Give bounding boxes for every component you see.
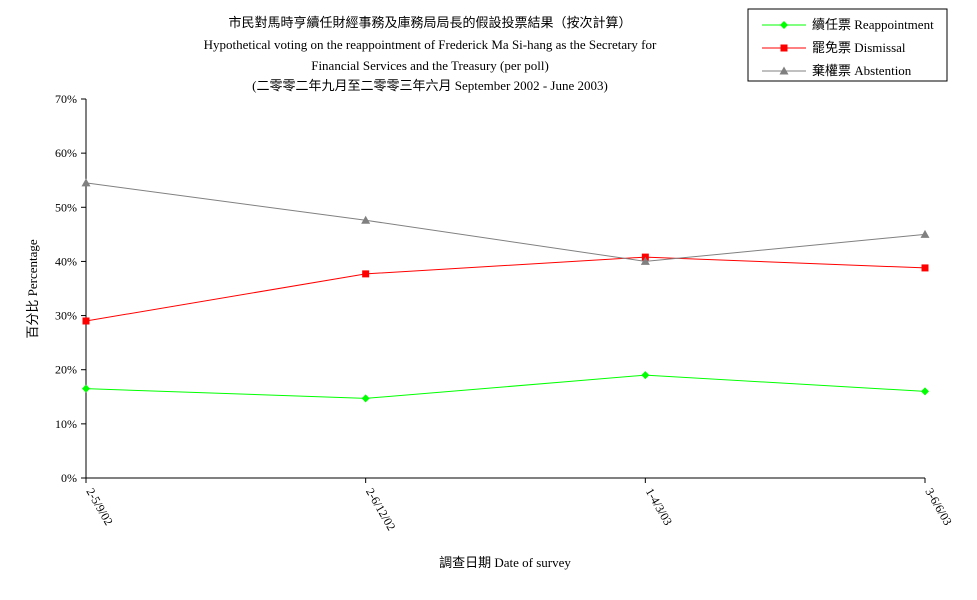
y-axis-ticks: 0% 10% 20% 30% 40% 50% 60% 70% — [55, 92, 86, 485]
data-point — [361, 394, 370, 403]
x-axis-label: 調查日期 Date of survey — [439, 555, 571, 570]
x-axis-ticks: 2-5/9/02 2-6/12/02 1-4/3/03 3-6/6/03 — [83, 478, 955, 533]
title-line-2: Hypothetical voting on the reappointment… — [204, 37, 657, 52]
data-point — [81, 178, 91, 187]
x-tick-label: 3-6/6/03 — [922, 486, 954, 528]
legend-label: 續任票 Reappointment — [812, 17, 934, 32]
title-line-1: 市民對馬時亨續任財經事務及庫務局局長的假設投票結果（按次計算） — [228, 15, 631, 30]
title-line-3: Financial Services and the Treasury (per… — [311, 58, 549, 73]
legend: 續任票 Reappointment 罷免票 Dismissal 棄權票 Absten… — [747, 8, 948, 82]
legend-label: 罷免票 Dismissal — [812, 40, 906, 55]
y-tick-label: 50% — [55, 200, 77, 214]
series-triangle — [81, 178, 930, 265]
legend-marker — [779, 66, 789, 75]
y-tick-label: 40% — [55, 254, 77, 268]
legend-marker — [780, 44, 788, 52]
data-point — [921, 387, 929, 396]
x-tick-label: 2-6/12/02 — [363, 486, 398, 533]
chart-title: 市民對馬時亨續任財經事務及庫務局局長的假設投票結果（按次計算） Hypothet… — [204, 15, 657, 93]
legend-item: 續任票 Reappointment — [762, 17, 934, 32]
series-line — [85, 374, 926, 399]
legend-item: 棄權票 Abstention — [762, 63, 912, 78]
y-axis-label: 百分比 Percentage — [25, 239, 40, 339]
data-point — [362, 270, 370, 278]
axes — [85, 99, 925, 479]
y-tick-label: 10% — [55, 417, 77, 431]
data-point — [361, 215, 371, 224]
series-diamond — [82, 371, 929, 403]
legend-items: 續任票 Reappointment 罷免票 Dismissal 棄權票 Absten… — [762, 17, 934, 78]
legend-marker — [780, 21, 788, 29]
data-point — [921, 264, 929, 272]
y-tick-label: 60% — [55, 146, 77, 160]
series-line — [85, 256, 926, 322]
series-square — [82, 253, 929, 325]
y-tick-label: 20% — [55, 363, 77, 377]
y-tick-label: 70% — [55, 92, 77, 106]
x-tick-label: 1-4/3/03 — [643, 486, 675, 528]
data-point — [82, 317, 90, 325]
data-point — [640, 256, 650, 265]
data-point — [82, 384, 90, 393]
series-layer — [81, 178, 930, 403]
y-tick-label: 30% — [55, 309, 77, 323]
legend-label: 棄權票 Abstention — [812, 63, 912, 78]
x-tick-label: 2-5/9/02 — [83, 486, 115, 528]
series-line — [85, 182, 926, 262]
title-line-4: (二零零二年九月至二零零三年六月 September 2002 - June 2… — [252, 78, 608, 93]
y-tick-label: 0% — [61, 471, 77, 485]
data-point — [641, 371, 650, 380]
data-point — [920, 229, 930, 238]
legend-item: 罷免票 Dismissal — [762, 40, 906, 55]
